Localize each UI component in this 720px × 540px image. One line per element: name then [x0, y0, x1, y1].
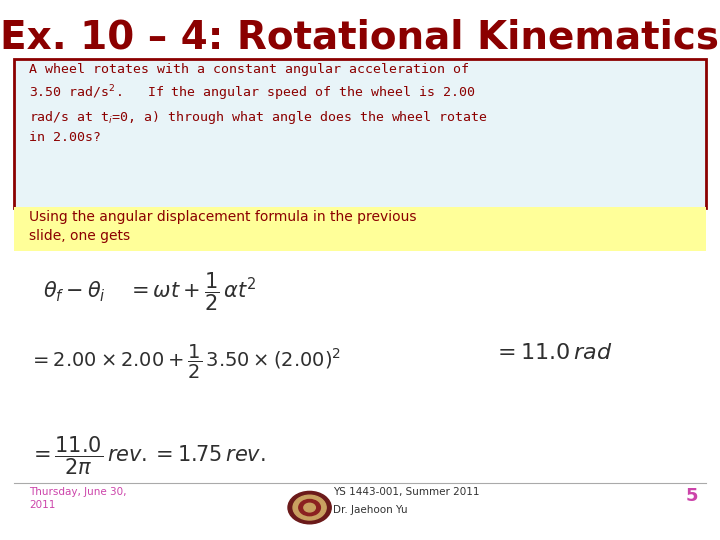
Circle shape: [288, 491, 331, 524]
Text: Using the angular displacement formula in the previous
slide, one gets: Using the angular displacement formula i…: [29, 210, 416, 243]
FancyBboxPatch shape: [14, 59, 706, 208]
Text: $= 2.00 \times 2.00 + \dfrac{1}{2}\,3.50 \times (2.00)^2$: $= 2.00 \times 2.00 + \dfrac{1}{2}\,3.50…: [29, 343, 341, 381]
Text: A wheel rotates with a constant angular acceleration of
3.50 rad/s$^2$.   If the: A wheel rotates with a constant angular …: [29, 63, 487, 144]
Text: $= 11.0\,\mathit{rad}$: $= 11.0\,\mathit{rad}$: [493, 343, 613, 363]
Text: 5: 5: [686, 487, 698, 505]
Text: Dr. Jaehoon Yu: Dr. Jaehoon Yu: [333, 505, 408, 515]
Text: Ex. 10 – 4: Rotational Kinematics: Ex. 10 – 4: Rotational Kinematics: [1, 19, 719, 57]
Text: $\theta_f - \theta_i \;\;\;\; = \omega t + \dfrac{1}{2}\,\alpha t^2$: $\theta_f - \theta_i \;\;\;\; = \omega t…: [43, 270, 257, 313]
Circle shape: [304, 503, 315, 512]
Text: YS 1443-001, Summer 2011: YS 1443-001, Summer 2011: [333, 487, 479, 497]
FancyBboxPatch shape: [14, 207, 706, 251]
Circle shape: [293, 495, 326, 520]
Text: Thursday, June 30,
2011: Thursday, June 30, 2011: [29, 487, 126, 510]
Circle shape: [299, 500, 320, 516]
Text: $= \dfrac{11.0}{2\pi}\,\mathit{rev.} = 1.75\,\mathit{rev.}$: $= \dfrac{11.0}{2\pi}\,\mathit{rev.} = 1…: [29, 435, 266, 477]
